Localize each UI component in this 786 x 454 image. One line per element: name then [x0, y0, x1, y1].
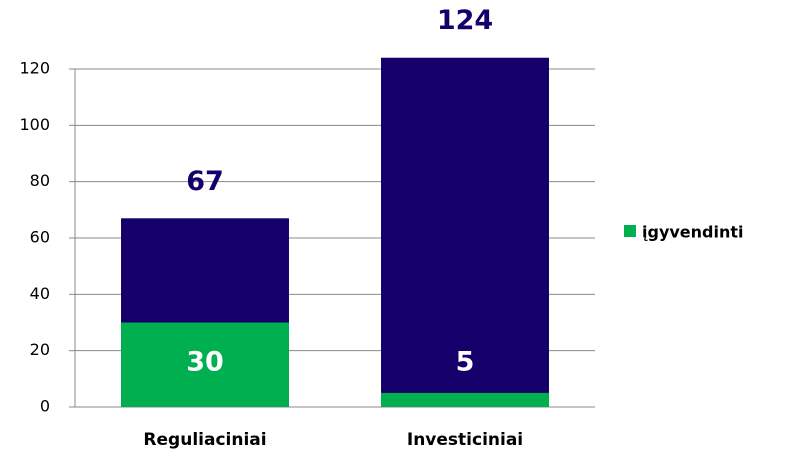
bar	[381, 392, 549, 407]
legend-swatch	[624, 225, 636, 237]
y-tick-label: 100	[19, 115, 50, 134]
value-label: 30	[186, 347, 224, 378]
legend-label: įgyvendinti	[642, 223, 744, 242]
value-label: 67	[186, 166, 224, 197]
y-tick-label: 40	[30, 284, 50, 303]
x-tick-label: Investiciniai	[407, 430, 523, 450]
y-tick-label: 120	[19, 59, 50, 78]
y-tick-label: 0	[40, 397, 50, 416]
y-tick-label: 20	[30, 340, 50, 359]
value-label: 124	[437, 5, 493, 36]
x-tick-label: Reguliaciniai	[143, 430, 266, 450]
bar	[381, 57, 549, 407]
value-label: 5	[456, 347, 475, 378]
y-tick-label: 80	[30, 171, 50, 190]
bar	[121, 322, 289, 407]
y-tick-label: 60	[30, 228, 50, 247]
